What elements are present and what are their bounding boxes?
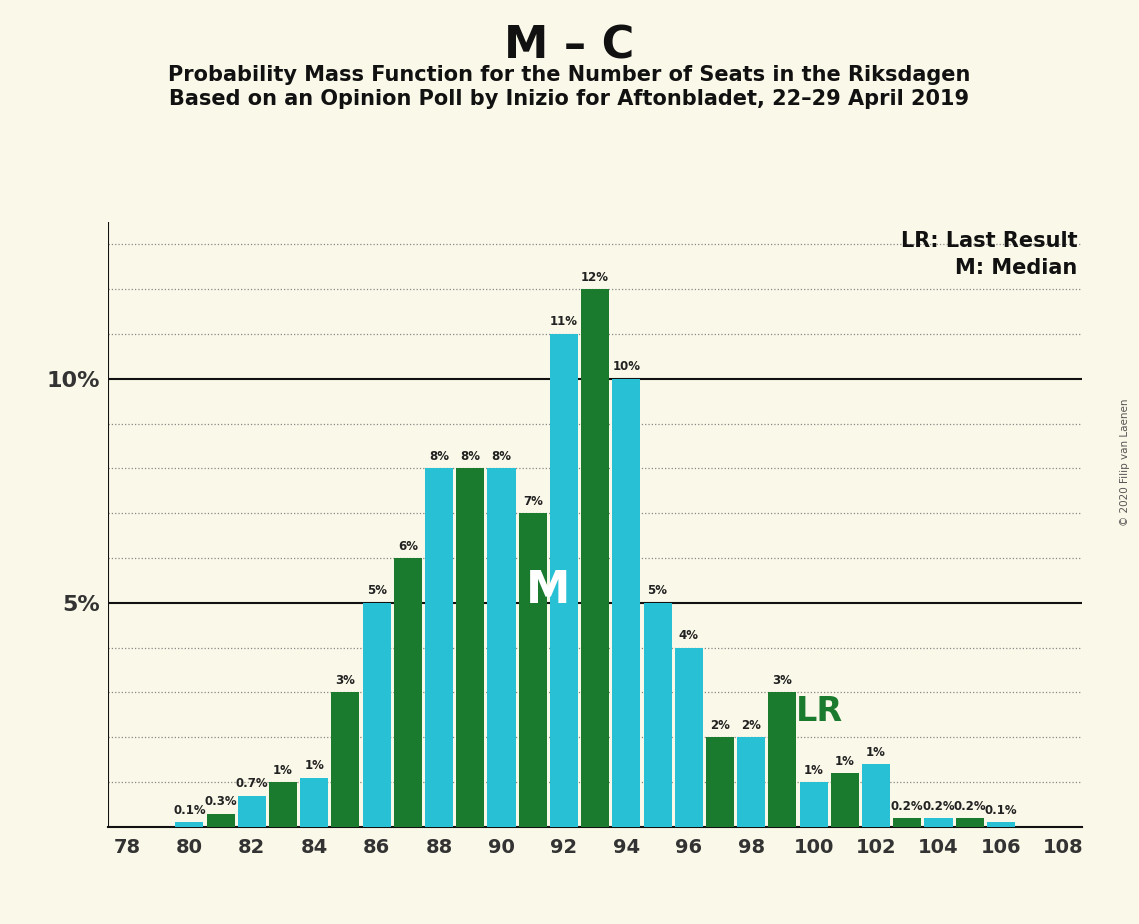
- Text: 8%: 8%: [429, 450, 449, 463]
- Text: M: Median: M: Median: [954, 258, 1077, 278]
- Bar: [301, 778, 328, 827]
- Bar: [238, 796, 265, 827]
- Text: 1%: 1%: [835, 755, 854, 768]
- Bar: [737, 737, 765, 827]
- Text: 0.2%: 0.2%: [923, 799, 954, 812]
- Text: 0.1%: 0.1%: [984, 804, 1017, 817]
- Bar: [206, 813, 235, 827]
- Bar: [986, 822, 1015, 827]
- Bar: [613, 379, 640, 827]
- Text: M – C: M – C: [505, 24, 634, 67]
- Bar: [457, 468, 484, 827]
- Text: 7%: 7%: [523, 494, 542, 508]
- Text: © 2020 Filip van Laenen: © 2020 Filip van Laenen: [1120, 398, 1130, 526]
- Bar: [487, 468, 516, 827]
- Text: 3%: 3%: [336, 675, 355, 687]
- Bar: [830, 773, 859, 827]
- Bar: [769, 692, 796, 827]
- Text: LR: LR: [796, 696, 843, 728]
- Bar: [394, 558, 421, 827]
- Text: Based on an Opinion Poll by Inizio for Aftonbladet, 22–29 April 2019: Based on an Opinion Poll by Inizio for A…: [170, 89, 969, 109]
- Bar: [800, 782, 828, 827]
- Bar: [862, 764, 890, 827]
- Text: 1%: 1%: [304, 760, 325, 772]
- Text: 5%: 5%: [648, 585, 667, 598]
- Text: Probability Mass Function for the Number of Seats in the Riksdagen: Probability Mass Function for the Number…: [169, 65, 970, 85]
- Bar: [175, 822, 204, 827]
- Text: 1%: 1%: [866, 746, 886, 759]
- Text: 5%: 5%: [367, 585, 386, 598]
- Bar: [956, 818, 984, 827]
- Text: 8%: 8%: [460, 450, 481, 463]
- Text: 1%: 1%: [804, 764, 823, 777]
- Text: 3%: 3%: [772, 675, 793, 687]
- Text: 2%: 2%: [710, 719, 730, 732]
- Bar: [925, 818, 952, 827]
- Text: 6%: 6%: [398, 540, 418, 553]
- Bar: [706, 737, 734, 827]
- Bar: [425, 468, 453, 827]
- Bar: [550, 334, 577, 827]
- Text: 11%: 11%: [550, 315, 577, 328]
- Bar: [644, 602, 672, 827]
- Bar: [674, 648, 703, 827]
- Text: 0.2%: 0.2%: [953, 799, 986, 812]
- Text: LR: Last Result: LR: Last Result: [901, 231, 1077, 250]
- Bar: [362, 602, 391, 827]
- Text: 10%: 10%: [613, 360, 640, 373]
- Bar: [331, 692, 360, 827]
- Text: 8%: 8%: [492, 450, 511, 463]
- Text: M: M: [526, 569, 571, 612]
- Text: 0.1%: 0.1%: [173, 804, 206, 817]
- Bar: [269, 782, 297, 827]
- Text: 0.2%: 0.2%: [891, 799, 924, 812]
- Text: 0.7%: 0.7%: [236, 777, 268, 790]
- Bar: [893, 818, 921, 827]
- Text: 1%: 1%: [273, 764, 293, 777]
- Bar: [518, 513, 547, 827]
- Text: 2%: 2%: [741, 719, 761, 732]
- Text: 4%: 4%: [679, 629, 698, 642]
- Text: 0.3%: 0.3%: [204, 796, 237, 808]
- Bar: [581, 289, 609, 827]
- Text: 12%: 12%: [581, 271, 609, 284]
